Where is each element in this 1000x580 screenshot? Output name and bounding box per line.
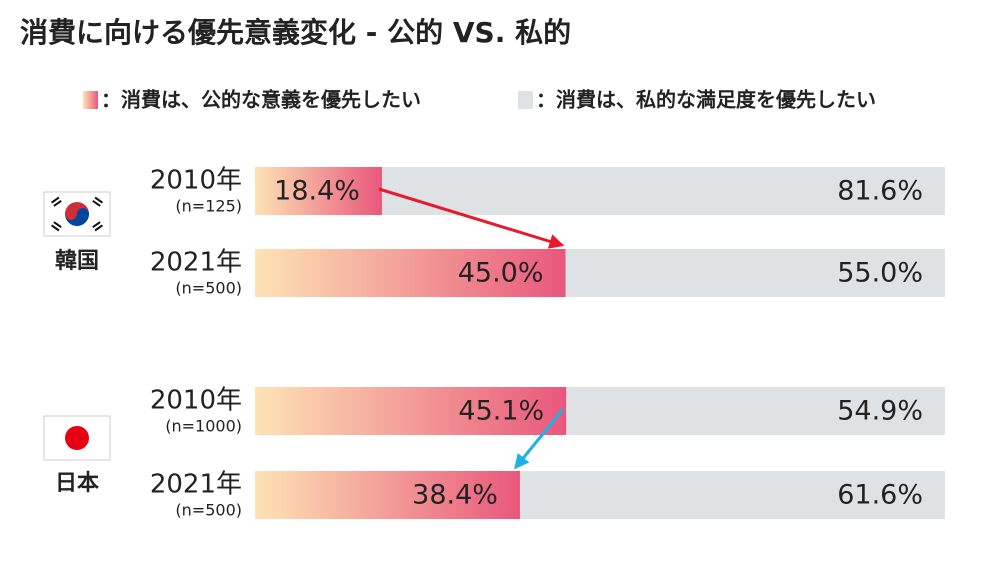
bar-segment <box>255 167 382 215</box>
bar-segment <box>255 387 567 435</box>
value-label: 81.6% <box>837 176 923 207</box>
bar-segment <box>565 249 945 297</box>
value-label: 45.1% <box>458 396 544 427</box>
group-label: 韓国 <box>55 248 99 274</box>
flag-japan <box>43 415 111 461</box>
value-label: 54.9% <box>837 396 923 427</box>
flag-korea <box>43 191 111 237</box>
year-label: 2010年 <box>150 166 242 196</box>
bar-segment <box>255 471 520 519</box>
legend-label: ：消費は、公的な意義を優先したい <box>101 88 421 112</box>
legend-swatch <box>518 91 533 109</box>
change-arrow <box>378 187 565 249</box>
change-arrow <box>514 408 565 470</box>
value-label: 55.0% <box>837 258 923 289</box>
sample-size: (n=500) <box>175 501 242 520</box>
bar-segment <box>519 471 945 519</box>
bar-segment <box>255 249 566 297</box>
chart-title: 消費に向ける優先意義変化 - 公的 VS. 私的 <box>20 16 571 49</box>
year-label: 2021年 <box>150 248 242 278</box>
year-label: 2021年 <box>150 470 242 500</box>
value-label: 18.4% <box>274 176 360 207</box>
bar-segment <box>381 167 946 215</box>
bar-segment <box>566 387 945 435</box>
sample-size: (n=500) <box>175 279 242 298</box>
year-label: 2010年 <box>150 386 242 416</box>
sample-size: (n=1000) <box>165 417 242 436</box>
legend-label: ：消費は、私的な満足度を優先したい <box>536 88 876 112</box>
legend-swatch <box>83 91 98 109</box>
value-label: 38.4% <box>412 480 498 511</box>
group-label: 日本 <box>55 471 99 496</box>
sample-size: (n=125) <box>175 197 242 216</box>
value-label: 61.6% <box>837 480 923 511</box>
value-label: 45.0% <box>458 258 544 289</box>
